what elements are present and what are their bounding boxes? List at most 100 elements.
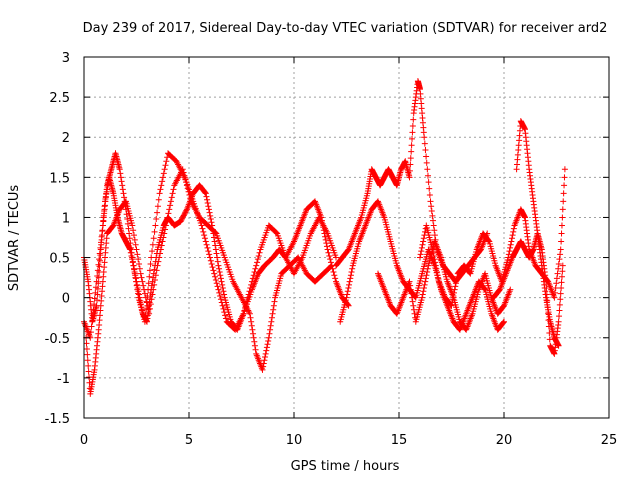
data-point-marker [120, 190, 127, 197]
data-point-marker [559, 206, 566, 213]
data-point-marker [149, 241, 156, 248]
data-point-marker [162, 162, 169, 169]
data-point-marker [251, 338, 258, 345]
data-point-marker [408, 142, 415, 149]
data-point-marker [325, 249, 332, 256]
data-point-marker [135, 256, 142, 263]
data-point-marker [151, 281, 158, 288]
data-point-marker [203, 193, 210, 200]
data-point-marker [83, 346, 90, 353]
data-series [490, 230, 566, 357]
data-points [81, 78, 568, 397]
data-point-marker [345, 302, 352, 309]
data-point-marker [214, 258, 221, 265]
data-point-marker [221, 309, 228, 316]
data-point-marker [427, 198, 434, 205]
data-point-marker [432, 262, 439, 269]
data-point-marker [147, 260, 154, 267]
data-point-marker [263, 344, 270, 351]
data-point-marker [207, 254, 213, 261]
data-point-marker [216, 268, 223, 275]
data-point-marker [159, 174, 166, 181]
data-point-marker [126, 235, 133, 242]
data-point-marker [552, 289, 559, 296]
x-tick-label: 0 [80, 433, 88, 448]
data-point-marker [509, 232, 516, 239]
data-point-marker [255, 252, 262, 259]
data-point-marker [163, 158, 170, 165]
data-point-marker [420, 288, 427, 295]
data-point-marker [117, 174, 124, 181]
data-point-marker [558, 285, 565, 292]
data-series [513, 118, 562, 349]
data-point-marker [448, 302, 455, 309]
data-point-marker [270, 306, 277, 313]
data-point-marker [554, 270, 561, 277]
data-point-marker [156, 254, 163, 261]
data-point-marker [269, 310, 276, 317]
data-point-marker [267, 322, 274, 329]
data-point-marker [145, 280, 152, 287]
data-point-marker [130, 227, 137, 234]
data-point-marker [150, 235, 157, 242]
data-point-marker [557, 290, 564, 297]
data-point-marker [433, 265, 440, 272]
data-point-marker [406, 167, 413, 174]
data-point-marker [555, 318, 562, 325]
data-point-marker [253, 262, 260, 269]
data-point-marker [506, 248, 513, 255]
data-point-marker [426, 185, 433, 192]
data-point-marker [127, 240, 134, 247]
y-axis-label: SDTVAR / TECUs [7, 185, 22, 292]
data-point-marker [164, 214, 171, 221]
data-point-marker [409, 294, 416, 301]
x-tick-label: 10 [286, 433, 303, 448]
data-point-marker [410, 302, 417, 309]
data-point-marker [247, 285, 254, 292]
data-point-marker [99, 228, 106, 235]
data-point-marker [142, 294, 149, 301]
data-point-marker [161, 166, 168, 173]
data-point-marker [214, 283, 221, 290]
data-point-marker [240, 310, 247, 317]
data-point-marker [93, 278, 100, 285]
data-point-marker [183, 179, 190, 186]
data-point-marker [202, 238, 209, 245]
data-point-marker [251, 268, 258, 275]
data-point-marker [559, 268, 566, 275]
data-point-marker [423, 153, 430, 160]
data-point-marker [160, 234, 167, 241]
data-point-marker [216, 265, 223, 272]
data-point-marker [435, 275, 442, 282]
data-point-marker [217, 296, 224, 303]
data-point-marker [425, 179, 432, 186]
data-point-marker [268, 314, 275, 321]
data-point-marker [346, 278, 353, 285]
data-point-marker [83, 340, 90, 347]
data-point-marker [270, 302, 277, 309]
data-point-marker [322, 233, 329, 240]
data-point-marker [187, 195, 194, 202]
data-point-marker [326, 252, 333, 259]
data-point-marker [149, 291, 156, 298]
data-point-marker [217, 293, 224, 300]
data-point-marker [88, 323, 95, 330]
data-point-marker [431, 256, 438, 263]
data-point-marker [162, 222, 169, 229]
data-point-marker [407, 286, 414, 293]
data-point-marker [159, 178, 166, 185]
data-point-marker [141, 318, 148, 325]
data-point-marker [158, 182, 165, 189]
data-point-marker [117, 170, 124, 177]
data-point-marker [133, 246, 140, 253]
data-point-marker [406, 174, 413, 181]
data-point-marker [207, 257, 214, 264]
data-point-marker [137, 270, 144, 277]
data-point-marker [200, 228, 207, 235]
data-point-marker [558, 279, 565, 286]
data-point-marker [347, 272, 354, 279]
data-point-marker [323, 243, 330, 250]
data-point-marker [259, 366, 266, 373]
data-point-marker [218, 299, 225, 306]
